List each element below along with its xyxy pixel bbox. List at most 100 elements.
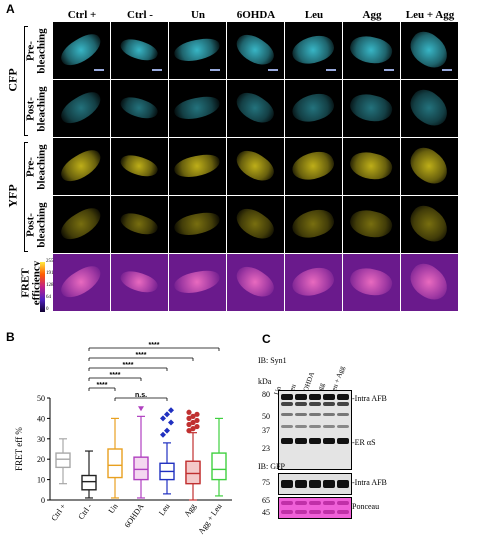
x-tick-label: Agg + Leu — [196, 502, 223, 536]
blot-band — [281, 438, 293, 444]
x-tick-label: Leu — [157, 502, 172, 517]
blot-band — [337, 510, 349, 514]
group-bracket — [24, 142, 28, 252]
micrograph-cell — [285, 138, 342, 195]
outlier-point — [190, 413, 196, 419]
fret-box-chart: 0 10 20 30 40 50 FRET eff % Ctrl + Ctrl - Un 6OHDA… — [14, 342, 232, 536]
outlier-point — [164, 411, 170, 418]
micrograph-cell — [285, 254, 342, 311]
cell-body — [118, 209, 160, 239]
blot-ponceau-label: Ponceau — [352, 502, 380, 511]
scale-bar — [94, 69, 104, 71]
outlier-point — [186, 428, 192, 434]
outlier-point — [186, 415, 192, 421]
blot-gfp-marker: 75 — [262, 478, 270, 487]
outlier-point — [186, 421, 192, 428]
significance-label: **** — [110, 372, 121, 379]
blot-band — [281, 425, 293, 428]
blot-band — [309, 402, 321, 406]
cell-body — [288, 146, 338, 186]
colorbar-tick: 0 — [46, 307, 49, 312]
micrograph-cell — [111, 22, 168, 79]
cell-body — [404, 142, 454, 190]
panel-c-letter: C — [262, 332, 271, 346]
blot-band — [309, 413, 321, 416]
y-tick-label: 50 — [37, 394, 45, 403]
outlier-point — [186, 409, 192, 415]
scale-bar — [442, 69, 452, 71]
ib-gfp-label: IB: GFP — [258, 462, 285, 471]
micrograph-cell — [169, 22, 226, 79]
column-label: Agg — [362, 9, 382, 21]
micrograph-cell — [53, 22, 110, 79]
cell-body — [404, 258, 454, 306]
outlier-point — [138, 406, 144, 412]
cell-body — [56, 261, 106, 303]
micrograph-cell — [111, 254, 168, 311]
blot-marker: 80 — [262, 390, 270, 399]
cell-body — [118, 35, 160, 65]
blot-band — [323, 413, 335, 416]
scale-bar — [152, 69, 162, 71]
micrograph-cell — [227, 80, 284, 137]
column-label: Un — [190, 9, 206, 21]
blot-band — [323, 510, 335, 514]
group-label: CFP — [6, 68, 21, 92]
micrograph-cell — [401, 196, 458, 253]
box — [133, 456, 149, 481]
blot-band — [295, 438, 307, 444]
column-label: 6OHDA — [236, 9, 276, 21]
y-tick-label: 10 — [37, 476, 45, 485]
blot-band — [337, 394, 349, 400]
blot-band — [309, 510, 321, 514]
blot-band — [281, 480, 293, 488]
outlier-point — [194, 423, 200, 430]
box — [211, 452, 227, 481]
y-tick-label: 40 — [37, 414, 45, 423]
micrograph-cell — [169, 138, 226, 195]
cell-body — [56, 87, 106, 129]
outlier-point — [190, 419, 196, 426]
blot-band — [295, 402, 307, 406]
box — [107, 448, 123, 479]
box — [81, 474, 97, 491]
blot-band — [295, 501, 307, 505]
x-tick-label: Ctrl + — [49, 502, 68, 523]
x-tick-label: 6OHDA — [123, 502, 146, 530]
blot-band — [309, 394, 321, 400]
blot-marker: 37 — [262, 426, 270, 435]
box-fill — [185, 461, 201, 484]
cell-body — [231, 202, 279, 246]
blot-band — [295, 425, 307, 428]
cell-body — [347, 148, 395, 184]
outlier-point — [194, 411, 200, 417]
blot-band — [323, 480, 335, 488]
cell-body — [56, 145, 106, 187]
panel-a-letter: A — [6, 2, 15, 16]
scale-bar — [268, 69, 278, 71]
cell-body — [172, 268, 222, 296]
blot-marker: 50 — [262, 412, 270, 421]
blot-band — [281, 402, 293, 406]
blot-band — [295, 480, 307, 488]
panel-b-letter: B — [6, 330, 15, 344]
micrograph-cell — [285, 196, 342, 253]
cell-body — [172, 36, 222, 64]
blot-band — [323, 425, 335, 428]
blot-band — [337, 480, 349, 488]
scale-bar — [326, 69, 336, 71]
cell-body — [288, 30, 338, 70]
column-label: Leu — [304, 9, 324, 21]
blot-band — [309, 438, 321, 444]
outlier-point — [160, 431, 166, 438]
blot-band — [323, 394, 335, 400]
micrograph-cell — [53, 196, 110, 253]
box-fill — [134, 457, 148, 480]
micrograph-cell — [227, 22, 284, 79]
colorbar-tick: 64 — [46, 295, 51, 300]
micrograph-cell — [169, 80, 226, 137]
blot-band — [309, 480, 321, 488]
micrograph-cell — [227, 138, 284, 195]
blot-band — [323, 438, 335, 444]
blot-band-label-intra-afb: -Intra AFB — [352, 394, 387, 403]
